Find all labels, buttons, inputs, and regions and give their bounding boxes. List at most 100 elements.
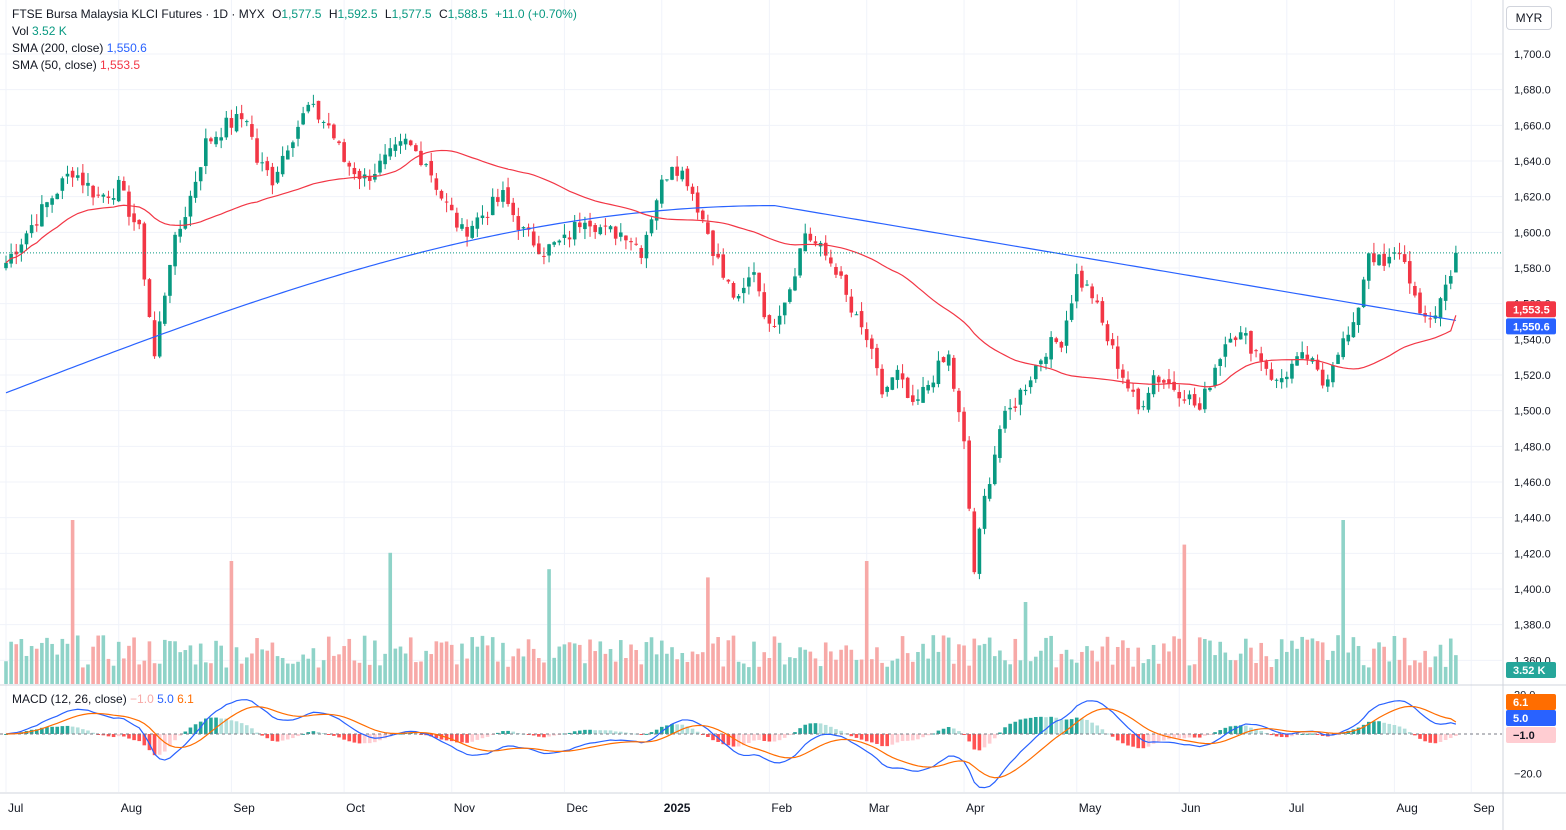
candle-body	[808, 233, 813, 241]
candle-body	[793, 276, 797, 291]
volume-bar	[1387, 661, 1392, 684]
candle	[706, 214, 710, 235]
volume-bar	[1341, 520, 1345, 684]
macd-hist-bar	[875, 734, 879, 744]
candle-body	[163, 295, 167, 324]
volume-row[interactable]: Vol 3.52 K	[12, 23, 577, 40]
macd-hist-bar	[270, 734, 275, 741]
macd-hist-bar	[301, 733, 305, 735]
macd-hist-bar	[1197, 734, 1202, 738]
candle-body	[1351, 322, 1356, 338]
candle	[777, 305, 782, 334]
macd-hist-bar	[1269, 734, 1274, 736]
macd-hist-bar	[946, 727, 951, 734]
volume-bar	[1336, 635, 1340, 684]
macd-signal-badge: 6.1	[1506, 694, 1556, 710]
sma50-row[interactable]: SMA (50, close) 1,553.5	[12, 57, 577, 74]
volume-bar	[1300, 636, 1304, 684]
candle-body	[1305, 354, 1310, 360]
candle	[951, 355, 956, 392]
candle	[818, 240, 823, 257]
macd-hist-bar	[793, 732, 797, 734]
macd-hist-bar	[1013, 721, 1018, 734]
candle-body	[1141, 406, 1146, 408]
volume-bar	[1203, 638, 1207, 684]
candle	[1197, 397, 1202, 411]
macd-hist-bar	[767, 734, 772, 742]
candle-body	[1249, 331, 1253, 354]
candle-body	[844, 274, 849, 295]
candle	[14, 243, 19, 265]
macd-hist-bar	[1218, 730, 1223, 734]
macd-hist-bar	[1003, 727, 1007, 734]
candle	[624, 235, 628, 250]
candle-body	[265, 161, 270, 171]
volume-bar	[1018, 660, 1023, 684]
candle	[1366, 252, 1371, 290]
volume-bar	[1131, 666, 1135, 684]
volume-bar	[91, 646, 95, 684]
candle-body	[50, 198, 54, 205]
volume-bar	[173, 641, 177, 684]
volume-bar	[214, 640, 218, 684]
candle-body	[1366, 253, 1371, 281]
volume-bar	[398, 646, 403, 684]
candle	[618, 223, 623, 242]
candle	[1295, 352, 1299, 366]
time-tick-label: Aug	[121, 801, 142, 815]
candle	[316, 100, 321, 124]
candle	[414, 143, 418, 152]
volume-bar	[224, 667, 229, 684]
candle	[1402, 245, 1407, 264]
volume-bar	[306, 658, 311, 684]
volume-bar	[777, 642, 782, 684]
candle-body	[537, 243, 541, 255]
candle-body	[1387, 256, 1392, 264]
macd-hist-bar	[1095, 725, 1100, 734]
candle-body	[1023, 389, 1028, 392]
volume-bar	[782, 664, 787, 684]
volume-bar	[429, 654, 434, 684]
candle	[1013, 397, 1018, 412]
candle-body	[403, 138, 408, 145]
volume-bar	[357, 662, 362, 684]
candle	[649, 217, 654, 237]
volume-bar	[649, 637, 654, 684]
volume-bar	[1054, 667, 1059, 684]
volume-bar	[204, 662, 208, 684]
volume-bar	[485, 645, 490, 684]
sma200-row[interactable]: SMA (200, close) 1,550.6	[12, 40, 577, 57]
candle	[229, 109, 234, 135]
macd-hist-bar	[434, 734, 439, 739]
volume-bar	[1141, 663, 1146, 684]
currency-button[interactable]: MYR	[1506, 6, 1552, 30]
candle	[598, 224, 603, 236]
volume-bar	[480, 635, 485, 684]
symbol-title[interactable]: FTSE Bursa Malaysia KLCI Futures · 1D · …	[12, 7, 265, 21]
candle	[829, 249, 833, 267]
candle	[716, 243, 720, 260]
macd-hist-bar	[1397, 726, 1402, 734]
macd-legend[interactable]: MACD (12, 26, close) −1.0 5.0 6.1	[12, 692, 194, 706]
candle	[1172, 371, 1176, 392]
price-tick-label: 1,680.0	[1514, 85, 1551, 97]
candle	[1100, 297, 1105, 326]
volume-bar	[378, 665, 382, 684]
candle	[1028, 376, 1033, 394]
macd-tick-label: −20.0	[1514, 769, 1542, 781]
volume-bar	[55, 654, 60, 684]
volume-bar	[1156, 663, 1161, 684]
candle	[1115, 335, 1120, 379]
candle	[429, 152, 434, 183]
volume-bar	[875, 647, 879, 684]
volume-bar	[916, 651, 920, 684]
macd-hist-bar	[204, 718, 208, 734]
candle-body	[4, 262, 8, 269]
candle-body	[1238, 332, 1243, 340]
candle-body	[219, 137, 223, 141]
macd-hist-bar	[736, 734, 741, 747]
candle	[567, 230, 572, 248]
candle-body	[1392, 252, 1397, 254]
candle	[1448, 270, 1453, 290]
